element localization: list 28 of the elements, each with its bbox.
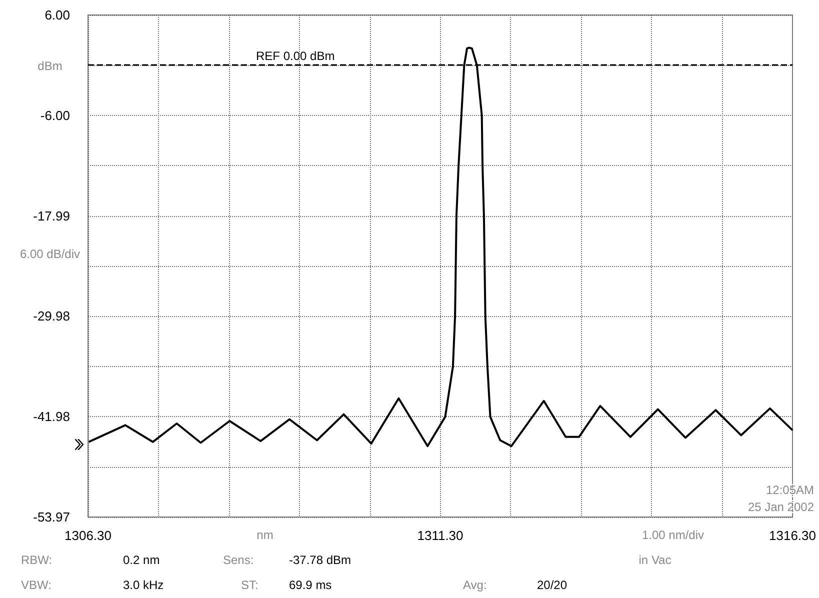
x-axis-title: nm — [256, 528, 274, 542]
text: 1.00 nm/div — [642, 528, 704, 542]
y-tick-label: -29.98 — [33, 308, 70, 324]
text: 0.2 nm — [123, 553, 160, 567]
y-tick-label: -6.00 — [40, 108, 70, 123]
x-tick-label: 1316.30 — [769, 528, 816, 543]
y-tick-label: -17.99 — [33, 208, 70, 224]
text: Sens: — [223, 553, 254, 567]
x-tick-label: 1311.30 — [417, 528, 464, 543]
y-tick-label: 6.00 — [44, 8, 70, 22]
annotation: 12:05AM — [766, 483, 814, 497]
text: in Vac — [638, 553, 672, 567]
text: Avg: — [463, 578, 487, 592]
text: -37.78 dBm — [289, 553, 352, 567]
y-axis-title: dBm — [38, 59, 62, 73]
text: VBW: — [21, 578, 52, 592]
text: RBW: — [21, 553, 52, 567]
text: 69.9 ms — [289, 578, 332, 592]
line-series — [88, 46, 794, 448]
text: 3.0 kHz — [123, 578, 164, 592]
ref-line-label: REF 0.00 dBm — [256, 49, 335, 64]
text: 6.00 dB/div — [20, 247, 80, 261]
y-tick-label: -53.97 — [33, 510, 70, 524]
x-tick-label: 1306.30 — [64, 528, 112, 543]
y-tick-label: -41.98 — [33, 409, 70, 424]
annotation: 25 Jan 2002 — [748, 500, 814, 514]
text: 20/20 — [537, 578, 568, 592]
text: ST: — [241, 578, 258, 592]
